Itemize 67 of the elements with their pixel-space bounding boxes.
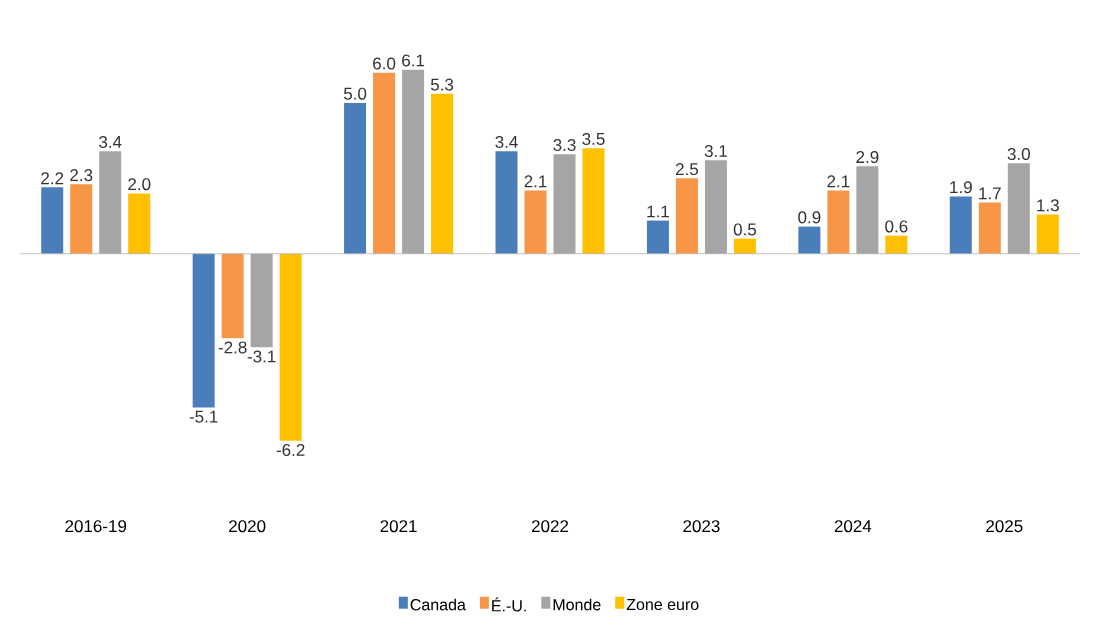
data-label: 3.4 (99, 135, 122, 148)
data-label: -3.1 (247, 350, 276, 363)
legend-label: É.-U. (492, 597, 526, 612)
data-label: 0.9 (798, 211, 821, 224)
bar (1007, 163, 1030, 254)
data-label: 0.6 (885, 220, 908, 233)
bar (978, 202, 1001, 254)
data-label: 1.1 (647, 205, 669, 218)
data-label: 2.0 (128, 178, 151, 191)
data-label: 2.1 (827, 175, 850, 188)
bar (250, 253, 273, 348)
bar (856, 166, 879, 254)
bar (885, 235, 908, 254)
data-label: 3.5 (582, 132, 605, 145)
data-label: 3.0 (1007, 147, 1030, 161)
bar (827, 190, 850, 254)
bar (798, 226, 821, 254)
data-label: 3.3 (553, 138, 576, 151)
data-label: -5.1 (189, 410, 218, 423)
bar (1036, 214, 1059, 254)
bar (192, 253, 215, 408)
data-label: 0.5 (733, 223, 757, 236)
bar (582, 148, 605, 254)
bar (41, 187, 64, 254)
data-label: 1.7 (979, 187, 1001, 200)
bar (495, 151, 518, 254)
data-label: 3.1 (704, 144, 727, 158)
x-tick-label: 2016-19 (65, 520, 127, 533)
data-label: -6.2 (276, 443, 305, 457)
legend-label: Canada (410, 598, 466, 611)
data-label: 2.5 (675, 163, 699, 176)
data-label: 2.2 (41, 172, 64, 185)
data-label: 5.3 (430, 78, 454, 91)
bar (553, 154, 576, 254)
bar (279, 253, 302, 441)
legend-label: Monde (553, 598, 601, 611)
data-label: 1.9 (950, 181, 972, 194)
data-label: 6.1 (402, 54, 425, 67)
data-label: 6.0 (373, 57, 396, 70)
x-tick-label: 2020 (229, 520, 266, 533)
x-tick-label: 2021 (380, 520, 417, 533)
bar (949, 196, 972, 254)
legend-label: Zone euro (626, 598, 699, 611)
data-label: -2.8 (218, 341, 247, 354)
bar (646, 220, 669, 254)
x-tick-label: 2022 (531, 520, 569, 533)
data-label: 1.3 (1037, 199, 1059, 212)
x-tick-label: 2023 (683, 520, 720, 533)
bar (675, 178, 698, 254)
bar (524, 190, 547, 254)
bar (431, 93, 454, 254)
bar (373, 72, 396, 254)
data-label: 2.9 (856, 151, 879, 164)
data-label: 2.1 (524, 175, 547, 188)
bar (733, 238, 756, 254)
data-label: 5.0 (343, 87, 367, 100)
bar (402, 69, 425, 254)
bar (128, 193, 151, 254)
bar (221, 253, 244, 339)
data-label: 2.3 (70, 169, 93, 182)
x-tick-label: 2025 (986, 520, 1023, 533)
bar (99, 151, 122, 254)
bar (344, 102, 367, 254)
bar (70, 184, 93, 254)
bar (704, 160, 727, 254)
x-tick-label: 2024 (834, 520, 872, 533)
data-label: 3.4 (495, 135, 518, 148)
